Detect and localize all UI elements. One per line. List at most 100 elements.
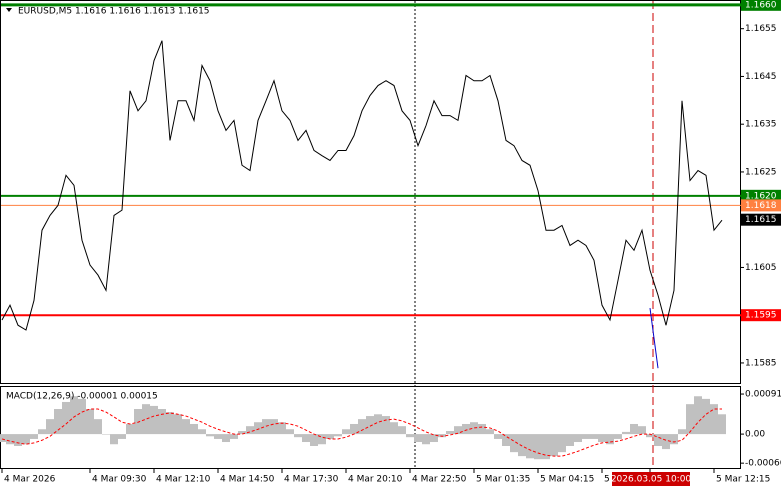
histogram-bar [318,434,326,445]
y-tick-label: 1.1635 [745,120,777,130]
histogram-bar [46,419,54,435]
histogram-bar [422,434,430,445]
histogram-bar [470,422,478,435]
level-label: 1.1618 [745,201,777,211]
histogram-bar [582,434,590,439]
y-tick-label: 0.00 [745,430,765,440]
histogram-bar [350,423,358,435]
x-tick-label: 5 Mar 01:35 [476,475,530,485]
y-tick-label: 1.1655 [745,24,777,34]
price-line [1,40,723,331]
histogram-bar [190,423,198,435]
histogram-bar [0,434,6,443]
y-tick-label: 1.1645 [745,72,777,82]
histogram-bar [654,434,662,446]
histogram-bar [78,398,86,435]
histogram-bar [718,414,726,435]
histogram-bar [398,426,406,435]
histogram-bar [518,434,526,457]
histogram-bar [86,409,94,435]
main-panel-frame [0,0,741,384]
histogram-bar [94,419,102,435]
histogram-bar [294,434,302,438]
histogram-bar [598,434,606,443]
histogram-bar [174,414,182,435]
histogram-bar [246,426,254,435]
histogram-bar [278,422,286,435]
histogram-bar [206,434,214,437]
x-tick-label: 5 Mar 04:15 [540,475,594,485]
histogram-bar [54,409,62,435]
histogram-bar [502,434,510,446]
histogram-bar [334,434,342,437]
last-price-box [741,213,781,226]
histogram-bar [198,429,206,435]
x-tick-label: 5 Mar 12:15 [716,475,770,485]
histogram-bar [494,434,502,439]
indicator-title: MACD(12,26,9) -0.00001 0.00015 [6,392,158,402]
histogram-bar [166,412,174,435]
menu-triangle [6,8,12,12]
histogram-bar [406,434,414,438]
histogram-bar [118,434,126,439]
histogram-bar [70,396,78,435]
histogram-bar [550,434,558,457]
histogram-bar [134,409,142,435]
x-tick-label: 4 Mar 17:30 [284,475,339,485]
level-label-box [741,199,781,212]
level-label-box [741,0,781,11]
histogram-bar [366,416,374,435]
histogram-bar [182,419,190,435]
histogram-bar [326,434,334,439]
price-line [649,307,659,369]
histogram-bar [574,434,582,443]
histogram-bar [110,434,118,445]
histogram-bar [438,434,446,438]
histogram-bar [558,434,566,453]
histogram-bar [214,434,222,439]
level-label-box [741,309,781,322]
histogram-bar [630,423,638,435]
histogram-bar [126,423,134,435]
last-price-label: 1.1615 [745,215,777,225]
histogram-bar [286,429,294,435]
histogram-bar [390,422,398,435]
histogram-bar [382,416,390,435]
level-label: 1.1660 [745,0,777,10]
histogram-bar [686,404,694,435]
histogram-bar [302,434,310,443]
histogram-bar [102,434,110,435]
histogram-bar [702,398,710,435]
histogram-bar [478,423,486,435]
histogram-bar [694,396,702,435]
level-label: 1.1595 [745,311,777,321]
x-tick-label: 4 Mar 12:10 [156,475,211,485]
y-tick-label: 0.00091 [745,390,781,400]
histogram-bar [238,431,246,435]
y-tick-label: 1.1585 [745,358,777,368]
histogram-bar [222,434,230,443]
histogram-bar [374,414,382,435]
histogram-bar [310,434,318,446]
histogram-bar [270,419,278,435]
x-tick-label: 4 Mar 09:30 [92,475,147,485]
y-tick-label: -0.00066 [745,459,781,469]
x-highlight-box [612,472,690,486]
histogram-bar [142,404,150,435]
histogram-bar [158,409,166,435]
histogram-bar [430,434,438,443]
histogram-bar [526,434,534,459]
histogram-bar [342,429,350,435]
signal-line [1,408,722,457]
chart-title: EURUSD,M5 1.1616 1.1616 1.1613 1.1615 [18,7,210,17]
histogram-bar [30,434,38,439]
histogram-bar [670,434,678,445]
macd-panel-frame [0,386,741,469]
histogram-bar [14,434,22,446]
histogram-bar [262,419,270,435]
y-tick-label: 1.1605 [745,263,777,273]
histogram-bar [542,434,550,460]
